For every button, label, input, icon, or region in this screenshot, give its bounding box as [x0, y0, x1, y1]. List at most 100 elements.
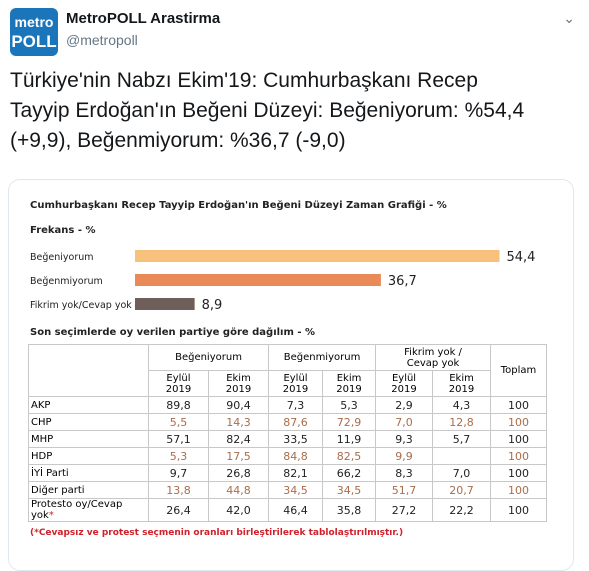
- row-label-text: Protesto oy/Cevap yok: [31, 499, 123, 521]
- table-cell: 89,8: [148, 396, 209, 414]
- table-cell: 100: [490, 464, 548, 482]
- sub-header-line: 2019: [282, 383, 309, 395]
- group-header-row: Beğeniyorum Beğenmiyorum Fikrim yok / Cevap…: [28, 344, 548, 397]
- sub-header-line: Ekim: [226, 372, 251, 384]
- table-cell: 5,5: [148, 413, 209, 431]
- table-cell: 100: [490, 396, 548, 414]
- chart-subtitle: Frekans - %: [30, 225, 96, 236]
- table-cell: 8,3: [375, 464, 434, 482]
- sub-header: Ekim 2019: [322, 370, 377, 397]
- sub-header-line: 2019: [336, 383, 362, 395]
- avatar-text: metro: [14, 14, 54, 30]
- row-label: Diğer parti: [28, 481, 149, 499]
- group-header-line: Cevap yok: [406, 357, 460, 369]
- row-label-text: MHP: [31, 433, 54, 445]
- table-cell: 33,5: [268, 430, 324, 448]
- table-row: İYİ Parti 9,7 26,8 82,1 66,2 8,3 7,0 100: [28, 464, 548, 482]
- table-cell: 5,3: [322, 396, 377, 414]
- table-cell: 9,7: [148, 464, 209, 482]
- bar-chart: Beğeniyorum 54,4 Beğenmiyorum 36,7 Fikrim yo…: [30, 250, 535, 313]
- group-header: Toplam: [490, 344, 548, 397]
- table-cell: 34,5: [268, 481, 324, 499]
- data-table: Beğeniyorum Beğenmiyorum Fikrim yok / Cevap…: [28, 344, 548, 522]
- table-cell: 100: [490, 447, 548, 465]
- table-cell: 82,5: [322, 447, 377, 465]
- table-row: AKP 89,8 90,4 7,3 5,3 2,9 4,3 100: [28, 396, 548, 414]
- user-handle[interactable]: @metropoll: [66, 32, 138, 48]
- row-label-text: HDP: [31, 450, 53, 462]
- table-cell: 57,1: [148, 430, 209, 448]
- table-row: Diğer parti 13,8 44,8 34,5 34,5 51,7 20,7 100: [28, 481, 548, 499]
- table-cell: 11,9: [322, 430, 377, 448]
- table-cell: 100: [490, 498, 548, 522]
- table-cell: 5,3: [148, 447, 209, 465]
- table-row: CHP 5,5 14,3 87,6 72,9 7,0 12,8 100: [28, 413, 548, 431]
- group-header-line: Fikrim yok /: [404, 346, 462, 358]
- tweet-text: Türkiye'nin Nabzı Ekim'19: Cumhurbaşkanı…: [10, 69, 525, 152]
- table-cell: 42,0: [207, 498, 270, 522]
- bar-label: Beğeniyorum: [30, 252, 94, 263]
- table-title: Son seçimlerde oy verilen partiye göre d…: [30, 327, 316, 338]
- table-cell: 72,9: [322, 413, 377, 431]
- bar-label: Fikrim yok/Cevap yok: [30, 300, 132, 311]
- sub-header-line: Eylül: [391, 372, 417, 384]
- sub-header-line: Eylül: [166, 372, 191, 384]
- menu-caret[interactable]: ⌄: [563, 10, 575, 26]
- corner: [28, 344, 149, 397]
- table-row: Protesto oy/Cevap yok* 26,4 42,0 46,4 35,8 27…: [28, 498, 548, 522]
- row-mark: *: [48, 510, 54, 521]
- table-cell: 13,8: [148, 481, 209, 499]
- table-cell: 100: [490, 413, 548, 431]
- table-cell: 9,3: [375, 430, 434, 448]
- row-label-text: AKP: [31, 399, 51, 411]
- table-cell: 22,2: [432, 498, 492, 522]
- sub-header-line: 2019: [391, 383, 417, 395]
- table-cell: 35,8: [322, 498, 377, 522]
- row-label: HDP: [28, 447, 149, 465]
- sub-header-line: 2019: [225, 383, 252, 395]
- table-row: MHP 57,1 82,4 33,5 11,9 9,3 5,7 100: [28, 430, 548, 448]
- row-label: MHP: [28, 430, 149, 448]
- footnote: (*Cevapsız ve protest seçmenin oranları …: [30, 528, 404, 538]
- table-row: HDP 5,3 17,5 84,8 82,5 9,9 100: [28, 447, 548, 465]
- bar: [135, 298, 195, 310]
- sub-header: Eylül 2019: [148, 370, 209, 397]
- value-label: 8,9: [202, 298, 223, 313]
- row-label: Protesto oy/Cevap yok*: [28, 498, 149, 522]
- user-name[interactable]: MetroPOLL Arastirma: [66, 10, 221, 27]
- bar: [135, 250, 500, 262]
- sub-header-line: Ekim: [336, 372, 362, 384]
- table-cell: 7,0: [432, 464, 492, 482]
- table-cell: 34,5: [322, 481, 377, 499]
- table-cell: 51,7: [375, 481, 434, 499]
- table-cell: 26,4: [148, 498, 209, 522]
- table-cell: 27,2: [375, 498, 434, 522]
- table-cell: 7,0: [375, 413, 434, 431]
- table-cell: 66,2: [322, 464, 377, 482]
- table-cell: 5,7: [432, 430, 492, 448]
- row-label: CHP: [28, 413, 149, 431]
- table-cell: 87,6: [268, 413, 324, 431]
- table-cell: 20,7: [432, 481, 492, 499]
- table-cell: 9,9: [375, 447, 434, 465]
- sub-header-line: Ekim: [449, 372, 474, 384]
- table-cell: 100: [490, 481, 548, 499]
- avatar[interactable]: metro POLL: [10, 8, 58, 56]
- table-cell: [432, 447, 492, 465]
- row-label: İYİ Parti: [28, 464, 149, 482]
- value-label: 36,7: [388, 274, 417, 289]
- table-cell: 17,5: [207, 447, 270, 465]
- table-cell: 84,8: [268, 447, 324, 465]
- table-cell: 7,3: [268, 396, 324, 414]
- row-label: AKP: [28, 396, 149, 414]
- table-cell: 82,1: [268, 464, 324, 482]
- table-cell: 44,8: [207, 481, 270, 499]
- avatar-text: POLL: [11, 32, 57, 51]
- sub-header: Eylül 2019: [375, 370, 434, 397]
- sub-header: Ekim 2019: [207, 370, 270, 397]
- table-cell: 26,8: [207, 464, 270, 482]
- table-cell: 12,8: [432, 413, 492, 431]
- table-cell: 46,4: [268, 498, 324, 522]
- table-cell: 4,3: [432, 396, 492, 414]
